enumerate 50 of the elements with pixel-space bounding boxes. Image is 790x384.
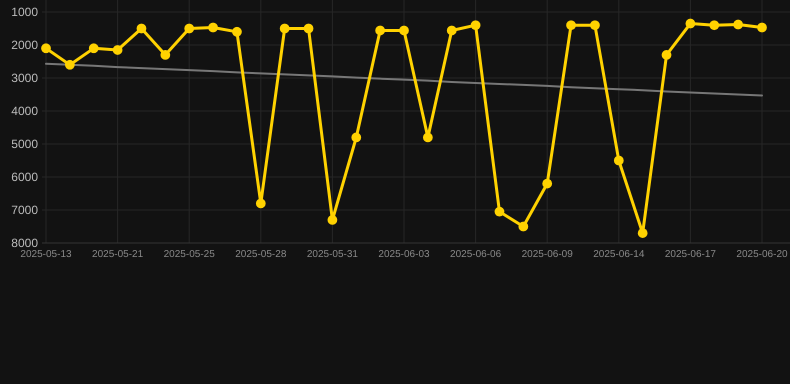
y-tick-label: 2000 — [11, 38, 38, 52]
x-tick-label: 2025-05-31 — [306, 249, 358, 260]
point — [614, 156, 624, 166]
point — [494, 206, 504, 217]
point — [232, 26, 242, 37]
point — [304, 24, 314, 34]
point — [709, 20, 720, 30]
point — [757, 22, 767, 32]
point — [662, 50, 672, 60]
point — [422, 132, 433, 142]
point — [112, 45, 122, 55]
x-tick-label: 2025-06-06 — [450, 249, 502, 260]
point — [566, 20, 576, 30]
point — [160, 50, 170, 60]
point — [88, 43, 99, 54]
y-tick-label: 6000 — [11, 170, 38, 184]
point — [280, 24, 290, 34]
point — [542, 178, 552, 188]
point — [733, 20, 744, 30]
point — [41, 43, 51, 54]
y-tick-label: 5000 — [11, 136, 38, 151]
y-tick-label: 8000 — [11, 236, 38, 250]
x-tick-label: 2025-05-25 — [164, 249, 216, 260]
point — [375, 26, 386, 36]
point — [518, 222, 528, 232]
x-tick-label: 2025-05-21 — [92, 249, 144, 260]
x-tick-label: 2025-06-03 — [378, 249, 430, 260]
point — [328, 215, 338, 225]
point — [686, 18, 696, 28]
y-tick-label: 3000 — [11, 70, 38, 85]
point — [64, 60, 75, 70]
point — [184, 24, 194, 34]
y-tick-label: 1000 — [11, 4, 38, 19]
point — [208, 22, 218, 32]
point — [136, 24, 146, 34]
y-tick-label: 7000 — [11, 202, 38, 217]
x-tick-label: 2025-06-14 — [593, 249, 645, 260]
x-tick-label: 2025-06-20 — [736, 249, 788, 260]
point — [638, 228, 648, 238]
point — [399, 26, 409, 36]
point — [446, 26, 457, 36]
point — [256, 198, 266, 208]
x-tick-label: 2025-05-13 — [20, 249, 72, 260]
x-tick-label: 2025-06-09 — [522, 249, 574, 260]
x-tick-label: 2025-05-28 — [235, 249, 287, 260]
point — [590, 20, 600, 30]
x-tick-label: 2025-06-17 — [664, 249, 716, 260]
point — [351, 132, 362, 142]
y-tick-label: 4000 — [11, 104, 38, 118]
point — [470, 20, 480, 30]
